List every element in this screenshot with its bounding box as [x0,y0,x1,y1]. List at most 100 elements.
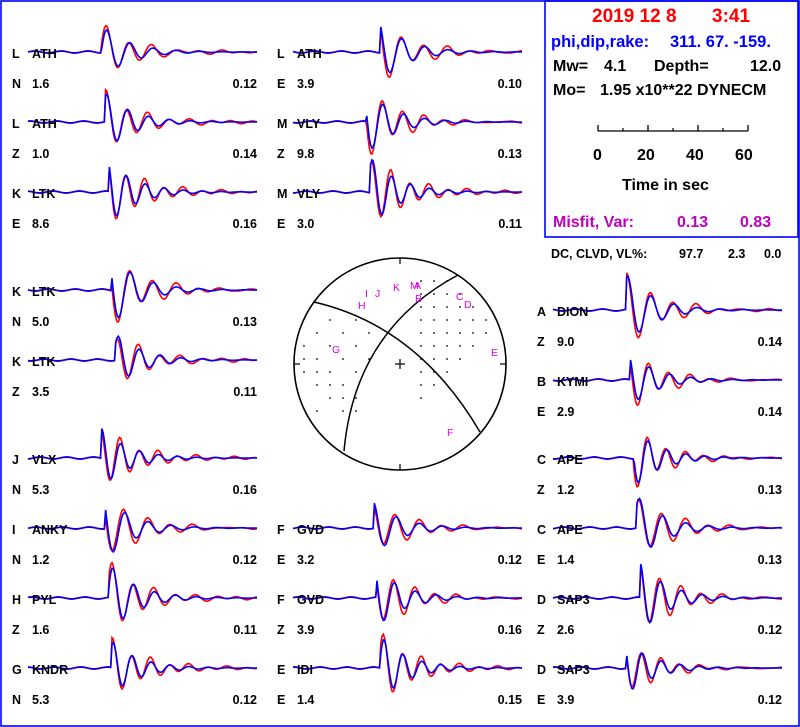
polarity-dot [446,306,448,308]
polarity-dot [433,319,435,321]
station-weight: 9.0 [557,335,574,349]
trace-panel: I ANKY N 1.2 0.12 [12,508,258,567]
time-axis-label: Time in sec [622,177,709,194]
station-weight: 3.9 [297,77,314,91]
dc-clvd-vl-label: DC, CLVD, VL%: [551,247,647,261]
station-projection-letter: G [332,344,340,356]
trace-panel: G KNDR N 5.3 0.12 [12,635,258,707]
polarity-dot [433,293,435,295]
observed-waveform [27,561,258,622]
polarity-dot [459,319,461,321]
phi-dip-rake-label: phi,dip,rake: [551,33,649,51]
max-amplitude: 0.12 [758,693,782,707]
observed-waveform [27,87,258,143]
component-label: E [277,553,285,567]
origin-time: 3:41 [712,6,750,27]
polarity-dot [446,319,448,321]
polarity-dot [368,332,370,334]
trace-panel: L ATH N 1.6 0.12 [12,24,258,91]
station-code: SAP3 [557,593,590,607]
station-weight: 5.0 [32,315,49,329]
station-code: APE [557,523,583,537]
time-tick-0: 0 [593,147,602,164]
polarity-dot [459,293,461,295]
max-amplitude: 0.16 [233,217,257,231]
clvd-value: 2.3 [728,247,745,261]
station-projection-letter: C [456,291,464,303]
polarity-dot [472,345,474,347]
polarity-dot [446,293,448,295]
station-weight: 3.5 [32,385,49,399]
vl-value: 0.0 [764,247,781,261]
polarity-dot [329,384,331,386]
component-label: N [12,483,21,497]
max-amplitude: 0.12 [233,77,257,91]
station-projection-letter: J [375,288,380,300]
polarity-dot [329,371,331,373]
station-weight: 9.8 [297,147,314,161]
polarity-dot [433,332,435,334]
polarity-dot [433,306,435,308]
trace-panel: L ATH Z 1.0 0.14 [12,87,258,161]
observed-waveform [553,436,783,488]
station-projection-letter: M [410,280,419,292]
polarity-dot [459,358,461,360]
trace-panel: F GVD Z 3.9 0.16 [277,578,523,637]
station-group-letter: L [12,47,20,61]
max-amplitude: 0.14 [758,405,782,419]
station-weight: 5.3 [32,483,49,497]
polarity-dot [485,332,487,334]
station-weight: 1.2 [557,483,574,497]
solution-info-box: 2019 12 8 3:41 phi,dip,rake: 311. 67. -1… [544,0,799,238]
station-group-letter: L [12,117,20,131]
observed-waveform [293,632,523,693]
polarity-dot [342,410,344,412]
polarity-dot [303,358,305,360]
polarity-dot [420,280,422,282]
polarity-dot [433,345,435,347]
polarity-dot [355,397,357,399]
station-weight: 2.9 [557,405,574,419]
synthetic-waveform [27,428,258,480]
polarity-dot [355,371,357,373]
component-label: Z [12,385,20,399]
mo-value: 1.95 x10**22 DYNECM [600,82,766,99]
component-label: Z [12,147,20,161]
trace-panel: F GVD E 3.2 0.12 [277,502,523,567]
polarity-dot [433,358,435,360]
station-projection-letter: E [491,347,498,359]
trace-panel: M VLY Z 9.8 0.13 [277,99,523,161]
max-amplitude: 0.11 [233,623,257,637]
misfit-var-label: Misfit, Var: [553,214,634,231]
polarity-dot [329,319,331,321]
max-amplitude: 0.15 [498,693,522,707]
station-group-letter: M [277,117,287,131]
station-group-letter: B [537,375,546,389]
station-code: ANKY [32,523,68,537]
station-weight: 1.0 [32,147,49,161]
observed-waveform [27,168,258,220]
polarity-dot [420,384,422,386]
polarity-dot [485,319,487,321]
station-weight: 2.6 [557,623,574,637]
synthetic-waveform [27,509,258,554]
synthetic-waveform [292,26,522,74]
max-amplitude: 0.12 [498,553,522,567]
station-code: LTK [32,187,55,201]
max-amplitude: 0.11 [498,217,522,231]
trace-panel: B KYMI E 2.9 0.14 [537,359,783,419]
polarity-dot [472,319,474,321]
component-label: Z [277,623,285,637]
polarity-dot [446,332,448,334]
synthetic-waveform [27,567,257,620]
station-group-letter: E [277,663,285,677]
max-amplitude: 0.13 [498,147,522,161]
observed-waveform [27,269,258,323]
station-code: GVD [297,523,324,537]
polarity-dot [303,371,305,373]
synthetic-waveform [552,359,783,401]
polarity-dot [446,371,448,373]
station-code: ATH [297,47,322,61]
observed-waveform [292,99,523,156]
synthetic-waveform [27,29,257,68]
